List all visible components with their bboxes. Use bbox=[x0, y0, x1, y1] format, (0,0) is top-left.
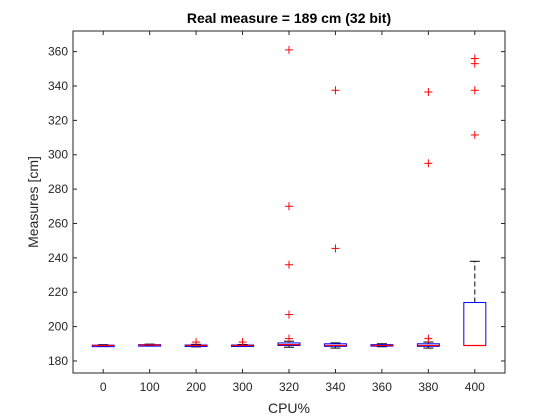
x-tick-label: 320 bbox=[279, 380, 299, 394]
y-tick-label: 280 bbox=[48, 182, 68, 196]
x-tick-label: 400 bbox=[465, 380, 485, 394]
y-tick-label: 320 bbox=[48, 113, 68, 127]
outlier-marker bbox=[285, 202, 293, 211]
chart-title: Real measure = 189 cm (32 bit) bbox=[187, 10, 391, 26]
outlier-marker bbox=[285, 260, 293, 269]
x-tick-label: 340 bbox=[325, 380, 345, 394]
outlier-marker bbox=[331, 86, 340, 95]
y-tick-label: 300 bbox=[48, 148, 68, 162]
y-tick-label: 200 bbox=[48, 320, 68, 334]
box-group-320 bbox=[277, 45, 301, 348]
x-axis-label: CPU% bbox=[268, 400, 310, 416]
box-group-200 bbox=[184, 338, 208, 348]
outlier-marker bbox=[424, 159, 433, 168]
box-iqr bbox=[463, 302, 487, 347]
x-tick-label: 360 bbox=[372, 380, 392, 394]
y-tick-label: 260 bbox=[48, 216, 68, 230]
outlier-marker bbox=[238, 338, 247, 347]
box-group-400 bbox=[463, 54, 487, 347]
box-group-360 bbox=[370, 343, 394, 348]
plot-area-frame bbox=[72, 30, 506, 374]
x-tick-label: 300 bbox=[233, 380, 253, 394]
outlier-marker bbox=[331, 244, 340, 253]
x-tick-label: 200 bbox=[186, 380, 206, 394]
box-group-340 bbox=[323, 86, 347, 349]
y-tick-label: 340 bbox=[48, 79, 68, 93]
box-series bbox=[91, 45, 487, 349]
outlier-marker bbox=[192, 338, 201, 347]
y-axis-label: Measures [cm] bbox=[25, 156, 41, 248]
outlier-marker bbox=[285, 310, 293, 319]
y-tick-label: 220 bbox=[48, 285, 68, 299]
y-tick-label: 360 bbox=[48, 45, 68, 59]
outlier-marker bbox=[470, 130, 479, 139]
x-tick-label: 0 bbox=[100, 380, 107, 394]
outlier-marker bbox=[424, 88, 433, 97]
y-tick-label: 180 bbox=[48, 354, 68, 368]
x-tick-label: 380 bbox=[418, 380, 438, 394]
outlier-marker bbox=[285, 45, 293, 54]
box-group-300 bbox=[231, 338, 255, 348]
x-axis: 0 100 200 300 320 340 360 380 400 bbox=[100, 31, 485, 394]
outlier-marker bbox=[470, 86, 479, 95]
outlier-marker bbox=[470, 54, 479, 63]
box-group-100 bbox=[138, 343, 162, 347]
box-group-380 bbox=[416, 88, 440, 349]
outlier-marker bbox=[285, 334, 293, 343]
box-group-0 bbox=[91, 344, 115, 348]
x-tick-label: 100 bbox=[140, 380, 160, 394]
y-axis: 180 200 220 240 260 280 300 320 340 360 bbox=[48, 45, 505, 368]
y-tick-label: 240 bbox=[48, 251, 68, 265]
outlier-marker bbox=[424, 334, 433, 343]
